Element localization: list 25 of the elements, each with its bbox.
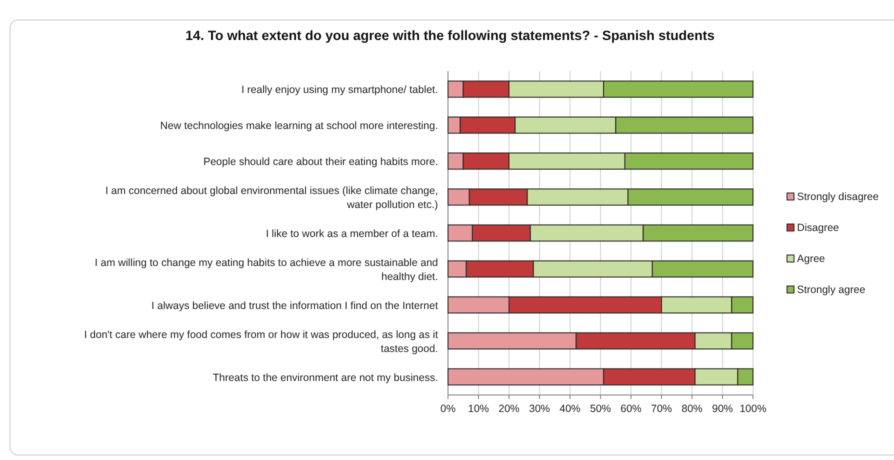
y-tick-label: I don't care where my food comes from or how it was produced, as long as it tastes good. [84, 328, 438, 355]
y-tick-label: I am willing to change my eating habits to achieve a more sustainable and healthy diet. [94, 256, 438, 283]
x-tick-label: 80% [681, 403, 703, 415]
y-tick-label: People should care about their eating habits more. [203, 156, 438, 168]
x-tick-label: 100% [740, 403, 766, 415]
x-tick-label: 40% [559, 403, 581, 415]
x-tick-label: 90% [712, 403, 734, 415]
legend-label: Strongly agree [797, 284, 866, 296]
y-tick-label: I like to work as a member of a team. [266, 228, 438, 240]
legend-label: Agree [797, 253, 826, 265]
legend-label: Disagree [797, 222, 840, 234]
legend-label: Strongly disagree [797, 191, 879, 203]
x-tick-label: 10% [468, 403, 490, 415]
y-tick-label: I always believe and trust the information I find on the Internet [151, 300, 438, 312]
y-tick-label: I am concerned about global environmental issues (like climate change, water pollution etc.) [105, 185, 438, 212]
x-tick-label: 50% [590, 403, 612, 415]
y-tick-label: I really enjoy using my smartphone/ tablet. [241, 84, 438, 96]
x-tick-label: 0% [440, 403, 456, 415]
x-tick-label: 20% [498, 403, 520, 415]
chart-title: 14. To what extent do you agree with the following statements? - Spanish students [185, 28, 715, 43]
x-tick-label: 70% [650, 403, 672, 415]
x-tick-label: 60% [620, 403, 642, 415]
y-tick-label: New technologies make learning at school more interesting. [160, 120, 438, 132]
x-tick-label: 30% [528, 403, 550, 415]
y-tick-label: Threats to the environment are not my business. [212, 372, 438, 384]
